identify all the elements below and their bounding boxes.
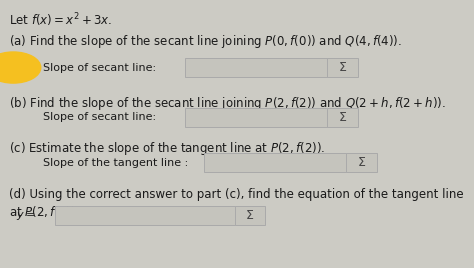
FancyBboxPatch shape xyxy=(327,58,358,77)
Text: Slope of secant line:: Slope of secant line: xyxy=(43,112,156,122)
FancyBboxPatch shape xyxy=(185,108,327,127)
FancyBboxPatch shape xyxy=(235,206,265,225)
Text: $\Sigma$: $\Sigma$ xyxy=(246,209,255,222)
Text: Let $f(x) = x^2 + 3x.$: Let $f(x) = x^2 + 3x.$ xyxy=(9,12,112,29)
FancyBboxPatch shape xyxy=(55,206,235,225)
FancyBboxPatch shape xyxy=(327,108,358,127)
Text: Slope of the tangent line :: Slope of the tangent line : xyxy=(43,158,188,168)
Text: Slope of secant line:: Slope of secant line: xyxy=(43,62,156,73)
Text: $\Sigma$: $\Sigma$ xyxy=(338,111,347,124)
Text: $\Sigma$: $\Sigma$ xyxy=(357,156,366,169)
Text: (d) Using the correct answer to part (c), find the equation of the tangent line : (d) Using the correct answer to part (c)… xyxy=(9,188,463,218)
Circle shape xyxy=(0,52,41,83)
Text: (b) Find the slope of the secant line joining $P(2, f(2))$ and $Q(2 + h, f(2 + h: (b) Find the slope of the secant line jo… xyxy=(9,95,446,112)
FancyBboxPatch shape xyxy=(346,153,377,172)
FancyBboxPatch shape xyxy=(185,58,327,77)
Text: (c) Estimate the slope of the tangent line at $P(2, f(2))$.: (c) Estimate the slope of the tangent li… xyxy=(9,140,325,157)
FancyBboxPatch shape xyxy=(204,153,346,172)
Text: (a) Find the slope of the secant line joining $P(0, f(0))$ and $Q(4, f(4))$.: (a) Find the slope of the secant line jo… xyxy=(9,33,401,50)
Text: $\Sigma$: $\Sigma$ xyxy=(338,61,347,74)
Text: $y =$: $y =$ xyxy=(16,210,35,222)
